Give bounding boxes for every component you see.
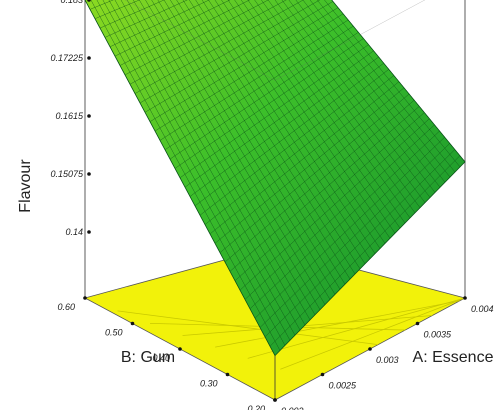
mesh-line-b [99,0,165,29]
mesh-line-b [274,161,466,356]
mesh-line-b [209,81,400,235]
mesh-line-b [264,149,456,338]
mesh-line-b [259,143,450,328]
mesh-line-b [204,75,395,225]
mesh-line-b [244,124,435,300]
x-axis: 0.002 0.0025 0.003 0.0035 0.004 [273,296,494,410]
x-tick-label: 0.004 [471,304,494,314]
z-tick-mark [87,230,91,234]
mesh-line-b [214,87,405,244]
floor-contour-line [215,300,460,348]
mesh-line-b [144,1,334,113]
z-tick-label: 0.17225 [50,53,84,63]
floor-contour-line [117,310,379,346]
z-tick-label: 0.14 [65,227,83,237]
mesh-line-b [254,137,445,319]
mesh-line-b [119,0,250,66]
x-tick-label: 0.0025 [329,381,358,391]
mesh-line-b [189,56,379,197]
mesh-line-b [169,32,359,160]
mesh-line-b [224,99,415,263]
z-axis: 0.14 0.15075 0.1615 0.17225 0.183 [50,0,91,237]
mesh-line-b [134,0,304,94]
mesh-line-b [219,93,410,253]
mesh-line-b [239,118,430,291]
mesh-line-b [164,25,354,150]
mesh-line-b [94,0,140,19]
surface-mesh [84,0,466,356]
y-axis-title: B: Gum [121,349,175,366]
mesh-line-b [249,130,440,309]
z-tick-label: 0.1615 [55,111,84,121]
mesh-line-b [114,0,231,57]
z-axis-title: Flavour [17,159,34,213]
y-tick-label: 0.50 [105,328,123,338]
z-tick-mark [87,114,91,118]
y-tick-label: 0.30 [200,379,218,389]
z-tick-mark [87,172,91,176]
z-tick-mark [87,0,91,2]
x-axis-title: A: Essence [413,349,494,366]
x-tick-label: 0.0035 [424,330,453,340]
mesh-line-b [154,13,344,132]
mesh-line-b [124,0,269,76]
mesh-line-b [199,69,389,216]
y-tick-mark [178,347,182,351]
z-tick-mark [87,56,91,60]
z-tick-label: 0.183 [60,0,83,5]
mesh-line-b [104,0,188,38]
y-tick-label: 0.60 [57,302,75,312]
x-tick-label: 0.002 [281,406,304,410]
y-tick-mark [130,321,135,326]
mesh-line-b [129,0,287,85]
mesh-line-b [194,62,384,207]
mesh-line-b [149,7,339,122]
mesh-line-b [184,50,374,188]
y-tick-mark [225,372,230,377]
floor-contour-line [280,297,466,370]
mesh-line-b [234,112,425,281]
x-tick-mark [320,372,325,377]
x-tick-mark [273,398,277,402]
z-tick-label: 0.15075 [50,169,84,179]
mesh-line-b [229,106,420,272]
box-top-front-edges [124,0,426,81]
y-tick-label: 0.20 [247,404,265,410]
x-tick-mark [368,347,372,351]
y-tick-mark [83,296,87,300]
mesh-line-b [139,0,321,104]
mesh-line-b [179,44,369,178]
x-tick-mark [463,296,467,300]
mesh-line-a [331,0,466,163]
mesh-line-b [174,38,364,169]
mesh-line-b [159,19,349,141]
y-tick-label: 0.40 [152,353,170,363]
x-tick-label: 0.003 [376,355,399,365]
bounding-box-front [124,0,426,81]
mesh-line-b [269,155,461,347]
floor-contour-line [247,297,466,359]
mesh-line-b [109,0,210,47]
x-tick-mark [415,321,420,326]
